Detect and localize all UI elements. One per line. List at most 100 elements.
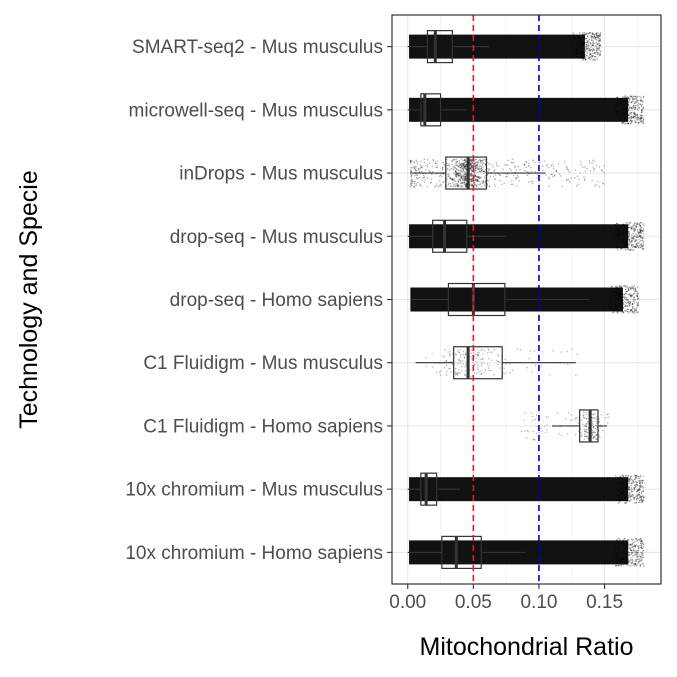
data-point: [598, 42, 601, 45]
data-point: [580, 51, 583, 53]
data-point: [641, 114, 643, 117]
data-point: [478, 166, 481, 168]
data-point: [567, 363, 569, 366]
data-point: [627, 561, 629, 564]
data-point: [634, 552, 636, 554]
data-point: [420, 170, 423, 173]
data-point: [632, 298, 635, 300]
data-point: [613, 290, 616, 292]
data-point: [637, 297, 640, 300]
data-point: [413, 185, 416, 188]
data-point: [599, 35, 601, 37]
data-point: [623, 240, 625, 243]
data-point: [636, 236, 639, 239]
data-point: [590, 48, 593, 51]
data-point: [439, 374, 442, 376]
data-point: [474, 184, 476, 187]
data-point: [584, 425, 586, 427]
data-point: [465, 160, 467, 162]
data-point: [642, 542, 644, 544]
data-point: [633, 487, 636, 490]
data-point: [464, 353, 467, 356]
data-point: [617, 246, 620, 248]
data-point: [414, 174, 416, 177]
data-point: [532, 160, 534, 162]
data-point: [479, 159, 482, 162]
data-point: [633, 228, 635, 230]
data-point: [618, 233, 621, 235]
data-point: [574, 169, 577, 171]
data-point: [624, 112, 626, 114]
data-point: [461, 167, 463, 170]
data-point: [584, 170, 587, 172]
data-point: [624, 550, 627, 552]
data-point: [477, 176, 480, 178]
data-point: [620, 102, 622, 104]
data-point: [629, 122, 632, 124]
data-point: [639, 544, 641, 547]
data-point: [619, 549, 622, 551]
data-point: [465, 163, 467, 166]
data-point: [546, 428, 548, 431]
data-point: [598, 54, 601, 57]
data-point: [639, 239, 642, 242]
data-point: [624, 111, 627, 114]
data-point: [613, 303, 616, 305]
data-point: [619, 289, 621, 292]
data-point: [615, 542, 618, 545]
data-point: [619, 247, 622, 249]
data-point: [523, 164, 526, 167]
data-point: [615, 226, 618, 228]
data-point: [623, 237, 625, 239]
data-point: [641, 230, 644, 232]
data-point: [439, 371, 441, 374]
data-point: [486, 352, 489, 354]
data-point: [631, 308, 633, 311]
data-point: [451, 363, 453, 366]
data-point: [526, 429, 529, 432]
data-point: [618, 287, 621, 290]
data-point: [577, 183, 580, 186]
data-point: [639, 231, 642, 233]
data-point: [616, 480, 618, 483]
data-point: [574, 176, 576, 179]
data-point: [638, 239, 640, 241]
data-point: [628, 243, 631, 246]
data-point: [620, 481, 622, 484]
data-point: [641, 111, 643, 114]
data-point: [621, 478, 624, 480]
data-point: [585, 33, 587, 35]
data-point: [586, 40, 589, 42]
data-point: [477, 364, 479, 367]
data-point: [616, 302, 619, 305]
data-point: [618, 285, 620, 287]
data-point: [618, 111, 620, 113]
data-point: [639, 476, 642, 478]
data-point: [630, 309, 633, 311]
data-point: [635, 551, 637, 553]
data-point: [633, 245, 636, 248]
data-point: [635, 482, 638, 484]
data-point: [462, 171, 464, 173]
data-point: [410, 181, 412, 183]
data-point: [494, 185, 497, 188]
data-point: [425, 365, 428, 367]
data-point: [598, 49, 601, 51]
data-point: [610, 285, 613, 288]
data-point: [639, 225, 642, 227]
data-point: [414, 166, 417, 168]
data-point: [546, 163, 548, 166]
data-point: [595, 34, 598, 37]
data-point: [639, 496, 641, 498]
data-point: [583, 176, 585, 178]
data-point: [638, 477, 640, 480]
data-point: [443, 356, 446, 358]
data-point: [621, 103, 624, 105]
data-point: [488, 351, 491, 353]
data-point: [471, 173, 473, 176]
data-point: [452, 166, 455, 168]
data-point: [514, 165, 516, 167]
data-point: [581, 40, 584, 43]
data-point: [640, 104, 642, 106]
data-point: [625, 563, 628, 566]
